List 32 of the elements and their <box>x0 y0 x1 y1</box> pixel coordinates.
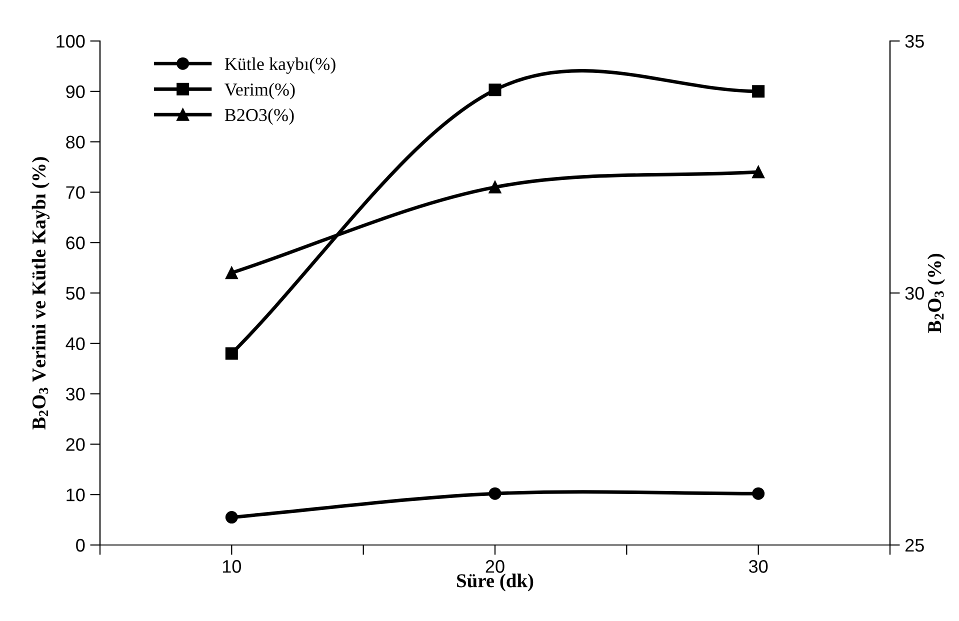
y2-axis-title: B$_{2}$O$_{3}$ (%) <box>927 254 946 333</box>
y-tick-label: 60 <box>66 236 85 250</box>
legend-label: Verim(%) <box>224 82 295 100</box>
x-tick-label: 20 <box>486 560 504 573</box>
x-axis-title: Süre (dk) <box>457 574 534 592</box>
y2-tick-label: 30 <box>905 286 924 300</box>
point <box>488 487 502 500</box>
point <box>752 85 765 98</box>
point <box>225 511 238 524</box>
point <box>225 266 238 280</box>
legend-label: B2O3(%) <box>224 108 294 125</box>
y-tick-label: 20 <box>66 438 85 451</box>
point <box>225 347 238 360</box>
y2-tick-label: 35 <box>905 34 924 48</box>
y-tick-label: 0 <box>76 538 85 552</box>
y-tick-label: 50 <box>66 286 85 300</box>
x-tick-label: 10 <box>223 560 242 573</box>
y-tick-label: 80 <box>66 136 85 149</box>
y-tick-label: 100 <box>56 34 85 48</box>
y-axis-title: B$_{2}$O$_{3}$ Verimi ve Kütle Kaybı (%) <box>32 157 50 430</box>
y-tick-label: 30 <box>66 388 85 401</box>
y-tick-label: 40 <box>66 337 85 350</box>
y-tick-label: 90 <box>66 85 85 98</box>
point <box>488 84 502 96</box>
point <box>752 487 765 500</box>
legend-label: Kütle kaybı(%) <box>224 57 336 74</box>
y-tick-label: 70 <box>66 186 85 199</box>
x-tick-label: 30 <box>748 560 768 573</box>
point <box>752 166 765 178</box>
y2-tick-label: 25 <box>905 538 924 552</box>
point <box>488 180 502 194</box>
y-tick-label: 10 <box>66 488 85 502</box>
